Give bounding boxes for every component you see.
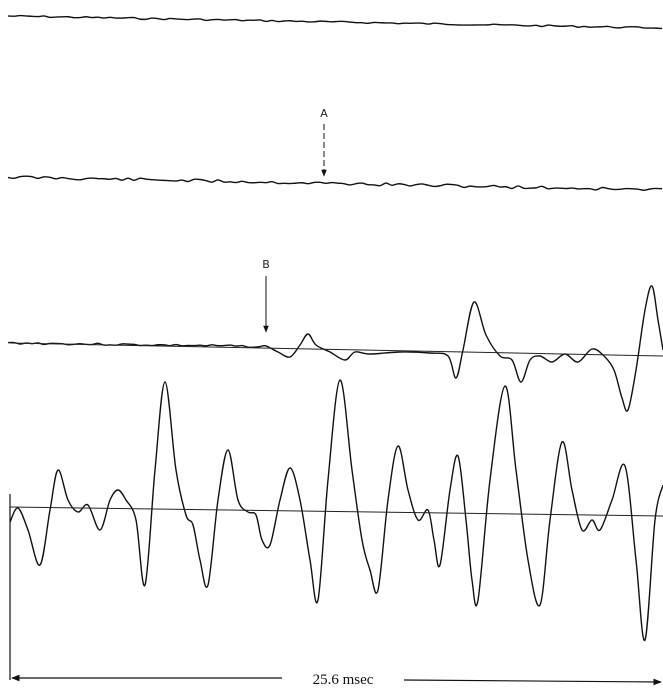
scale-bar-right — [404, 680, 661, 682]
baseline-3 — [10, 343, 663, 356]
waveform-figure: A B 25.6 msec — [0, 0, 663, 697]
page: A B 25.6 msec (() => { const data = JSON… — [0, 0, 663, 697]
trace-3 — [8, 286, 663, 411]
traces — [8, 16, 663, 641]
trace-2 — [8, 176, 662, 190]
time-scale-label: 25.6 msec — [313, 672, 374, 688]
trace-4 — [10, 380, 663, 641]
trace-1 — [8, 16, 662, 29]
marker-b-label: B — [262, 258, 270, 271]
baseline-4 — [10, 507, 663, 516]
marker-a-label: A — [320, 107, 328, 120]
